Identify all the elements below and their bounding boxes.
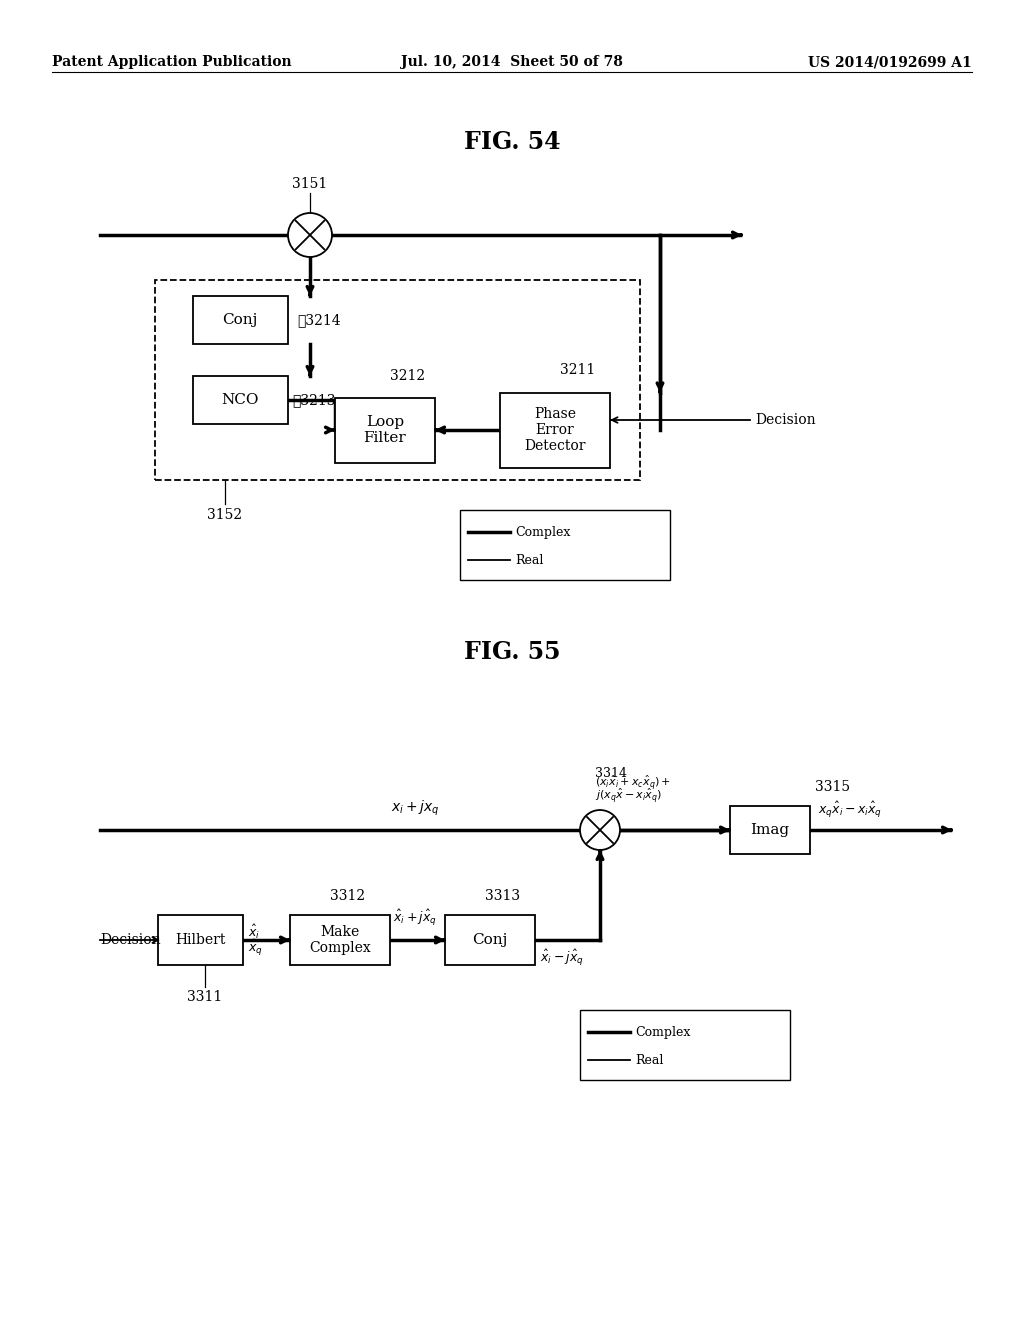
Text: 3151: 3151 — [293, 177, 328, 191]
Text: $\hat{x}_q$: $\hat{x}_q$ — [248, 939, 262, 958]
Bar — [460, 510, 670, 579]
Circle shape — [580, 810, 620, 850]
Text: ∶3213: ∶3213 — [293, 393, 336, 407]
Text: 3152: 3152 — [208, 508, 243, 521]
Text: US 2014/0192699 A1: US 2014/0192699 A1 — [808, 55, 972, 69]
Circle shape — [288, 213, 332, 257]
Bar — [290, 915, 390, 965]
Bar — [193, 376, 288, 424]
Text: NCO: NCO — [221, 393, 259, 407]
Text: $x_i + jx_q$: $x_i + jx_q$ — [391, 799, 439, 818]
Text: Decision: Decision — [755, 413, 816, 426]
Text: 3315: 3315 — [815, 780, 850, 795]
Text: $\hat{x}_i$: $\hat{x}_i$ — [248, 923, 260, 941]
Text: 3312: 3312 — [330, 888, 366, 903]
Bar — [730, 807, 810, 854]
Text: $(x_i\hat{x}_i + x_c\hat{x}_q)+$: $(x_i\hat{x}_i + x_c\hat{x}_q)+$ — [595, 774, 671, 792]
Bar — [158, 915, 243, 965]
Text: Real: Real — [635, 1053, 664, 1067]
Text: Hilbert: Hilbert — [175, 933, 225, 946]
Text: Real: Real — [515, 554, 544, 566]
Text: Complex: Complex — [515, 525, 570, 539]
Text: $\hat{x}_i - j\hat{x}_q$: $\hat{x}_i - j\hat{x}_q$ — [540, 948, 584, 968]
Bar — [335, 397, 435, 462]
Text: 3311: 3311 — [187, 990, 222, 1005]
Text: $\hat{x}_i + j\hat{x}_q$: $\hat{x}_i + j\hat{x}_q$ — [393, 908, 437, 928]
Text: Patent Application Publication: Patent Application Publication — [52, 55, 292, 69]
Text: FIG. 55: FIG. 55 — [464, 640, 560, 664]
Text: Phase
Error
Detector: Phase Error Detector — [524, 407, 586, 453]
Text: ∶3214: ∶3214 — [298, 313, 341, 327]
Text: $x_q\hat{x}_i - x_i\hat{x}_q$: $x_q\hat{x}_i - x_i\hat{x}_q$ — [818, 800, 883, 820]
Bar — [580, 1010, 790, 1080]
Text: Loop
Filter: Loop Filter — [364, 414, 407, 445]
Text: FIG. 54: FIG. 54 — [464, 129, 560, 154]
Text: Conj: Conj — [472, 933, 508, 946]
Text: 3211: 3211 — [560, 363, 595, 378]
Text: $j(x_q\hat{x} - x_i\hat{x}_q)$: $j(x_q\hat{x} - x_i\hat{x}_q)$ — [595, 787, 663, 805]
Text: 3313: 3313 — [485, 888, 520, 903]
Text: 3212: 3212 — [390, 368, 425, 383]
Bar — [500, 392, 610, 467]
Text: Make
Complex: Make Complex — [309, 925, 371, 956]
Bar — [193, 296, 288, 345]
Text: 3314: 3314 — [595, 767, 627, 780]
Text: Complex: Complex — [635, 1026, 690, 1039]
Text: Decision: Decision — [100, 933, 161, 946]
Bar — [445, 915, 535, 965]
Text: Imag: Imag — [751, 822, 790, 837]
Text: Conj: Conj — [222, 313, 258, 327]
Text: Jul. 10, 2014  Sheet 50 of 78: Jul. 10, 2014 Sheet 50 of 78 — [401, 55, 623, 69]
